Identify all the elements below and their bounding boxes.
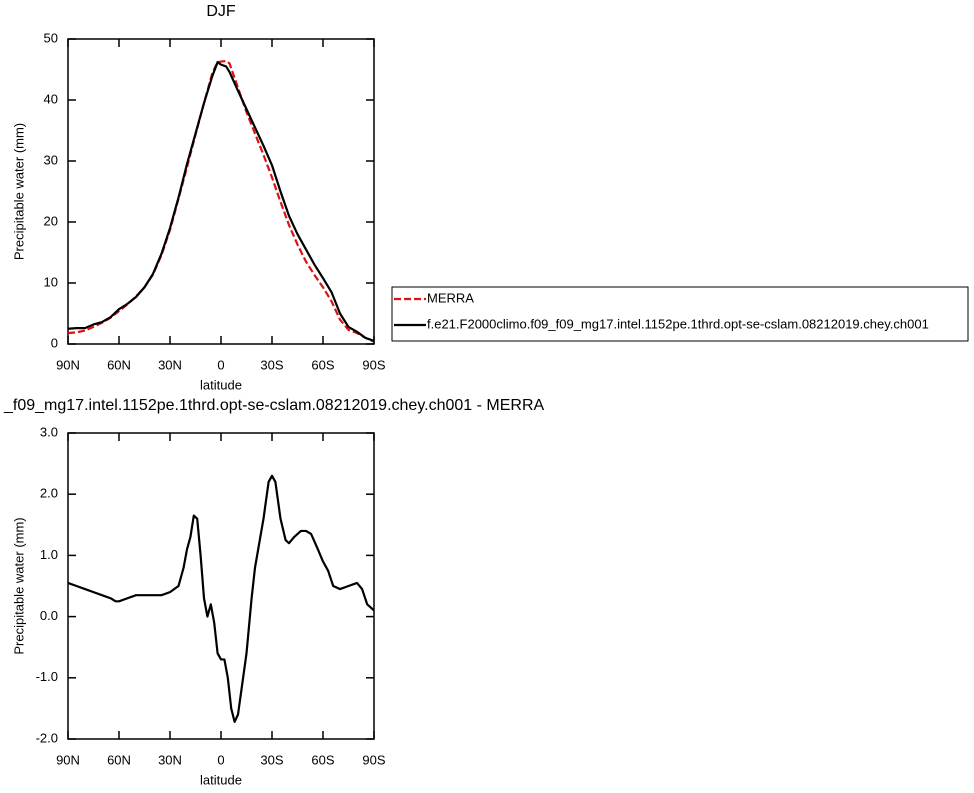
data-line: [67, 474, 375, 723]
x-tick-label: 30N: [158, 752, 182, 767]
y-tick-label: 30: [44, 152, 58, 167]
x-tick-label: 30N: [158, 357, 182, 372]
y-tick-label: 10: [44, 274, 58, 289]
x-tick-label: 30S: [260, 752, 283, 767]
y-tick-label: 40: [44, 91, 58, 106]
y-tick-label: -2.0: [36, 730, 58, 745]
y-axis-label: Precipitable water (mm): [11, 517, 26, 654]
y-tick-label: 20: [44, 213, 58, 228]
y-tick-label: 1.0: [40, 547, 58, 562]
y-tick-label: -1.0: [36, 669, 58, 684]
legend-label: f.e21.F2000climo.f09_f09_mg17.intel.1152…: [427, 316, 929, 331]
y-tick-label: 3.0: [40, 424, 58, 439]
x-tick-label: 30S: [260, 357, 283, 372]
x-tick-label: 90N: [56, 357, 80, 372]
x-tick-label: 90S: [362, 357, 385, 372]
y-tick-label: 2.0: [40, 486, 58, 501]
y-tick-label: 0: [51, 335, 58, 350]
legend-box: [391, 286, 969, 342]
chart-title: DJF: [206, 3, 236, 20]
x-axis-label: latitude: [200, 377, 242, 392]
x-tick-label: 60N: [107, 752, 131, 767]
x-tick-label: 90S: [362, 752, 385, 767]
x-tick-label: 0: [217, 752, 224, 767]
data-line: [67, 61, 375, 342]
data-line: [67, 59, 375, 343]
x-tick-label: 90N: [56, 752, 80, 767]
x-tick-label: 60S: [311, 752, 334, 767]
plot-frame: [67, 432, 375, 740]
chart-title: _f09_mg17.intel.1152pe.1thrd.opt-se-csla…: [3, 397, 545, 414]
x-axis-label: latitude: [200, 772, 242, 787]
x-tick-label: 0: [217, 357, 224, 372]
y-tick-label: 0.0: [40, 608, 58, 623]
x-tick-label: 60N: [107, 357, 131, 372]
y-axis-label: Precipitable water (mm): [11, 123, 26, 260]
y-tick-label: 50: [44, 30, 58, 45]
legend-label: MERRA: [427, 290, 474, 305]
x-tick-label: 60S: [311, 357, 334, 372]
plot-frame: [67, 38, 375, 345]
